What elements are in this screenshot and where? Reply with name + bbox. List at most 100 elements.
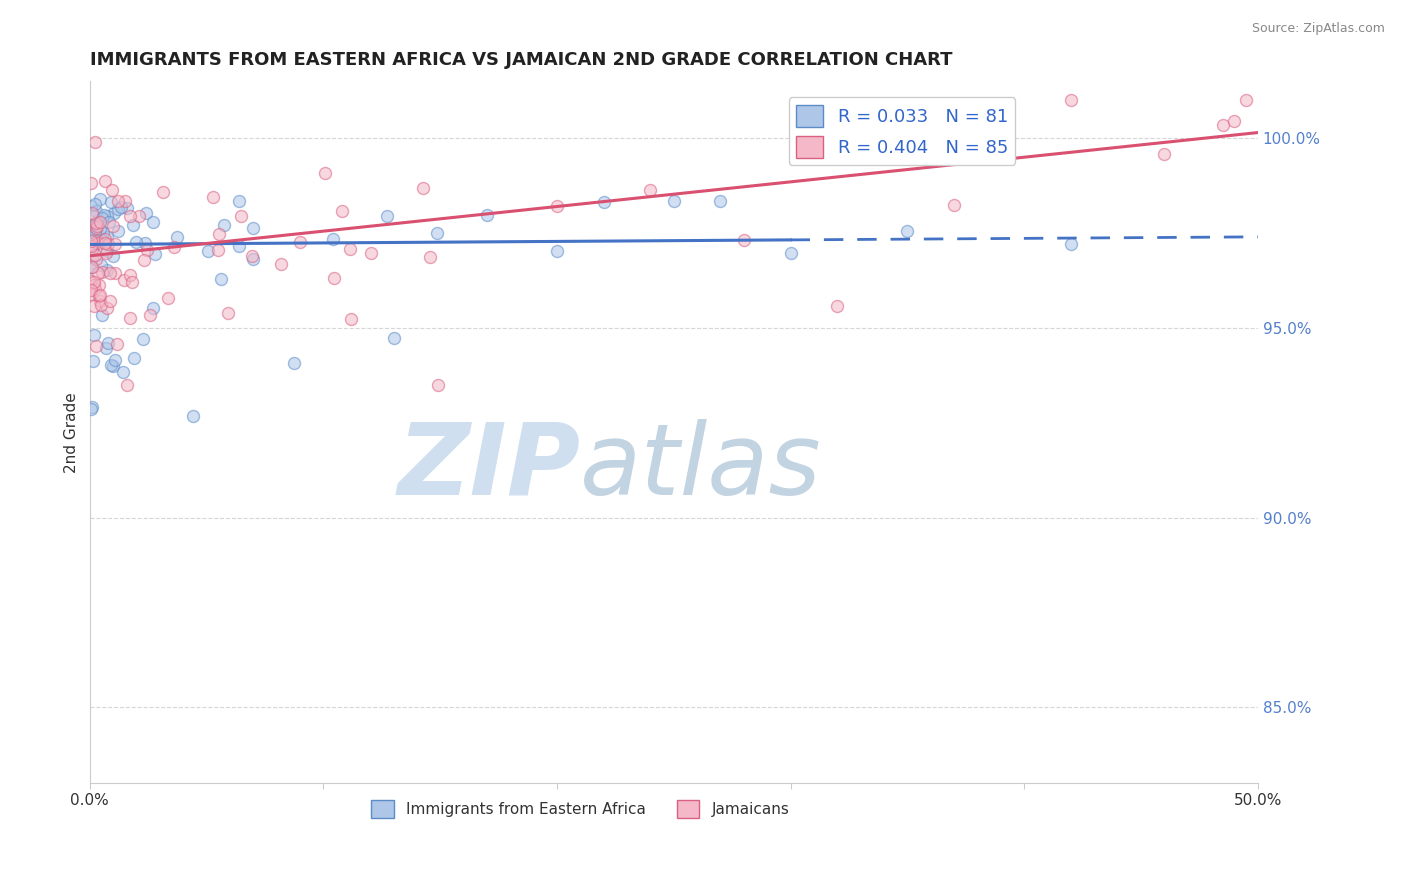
Point [83, 219, 105, 234]
Point [135, 206, 157, 220]
Point [82, 400, 104, 414]
Point [228, 194, 250, 208]
Point [283, 356, 305, 370]
Point [419, 251, 441, 265]
Point [80, 274, 103, 288]
Point [84, 227, 107, 241]
Point [208, 227, 231, 242]
Point [96, 209, 118, 223]
Point [84, 339, 107, 353]
Point [166, 230, 188, 244]
Point [427, 377, 450, 392]
Point [80, 260, 103, 274]
Point [1060, 93, 1083, 107]
Point [84, 235, 107, 249]
Point [733, 233, 755, 247]
Point [104, 236, 127, 251]
Point [242, 252, 264, 267]
Point [107, 202, 129, 217]
Point [779, 246, 801, 260]
Point [111, 365, 134, 379]
Point [330, 203, 353, 218]
Point [242, 221, 264, 235]
Point [100, 358, 122, 372]
Point [120, 210, 142, 224]
Point [82, 251, 104, 265]
Point [96, 341, 118, 355]
Point [89, 214, 111, 228]
Point [83, 327, 105, 342]
Point [84, 281, 107, 295]
Point [89, 287, 111, 301]
Legend: Immigrants from Eastern Africa, Jamaicans: Immigrants from Eastern Africa, Jamaican… [366, 794, 796, 824]
Point [134, 235, 156, 250]
Point [242, 249, 264, 263]
Point [107, 224, 129, 238]
Point [426, 226, 449, 240]
Point [80, 238, 103, 252]
Point [82, 354, 104, 368]
Point [82, 206, 104, 220]
Point [97, 336, 120, 351]
Point [110, 200, 132, 214]
Text: IMMIGRANTS FROM EASTERN AFRICA VS JAMAICAN 2ND GRADE CORRELATION CHART: IMMIGRANTS FROM EASTERN AFRICA VS JAMAIC… [90, 51, 952, 69]
Text: ZIP: ZIP [398, 418, 581, 516]
Point [80, 233, 103, 247]
Point [104, 267, 127, 281]
Point [896, 224, 918, 238]
Point [80, 234, 103, 248]
Text: atlas: atlas [581, 418, 823, 516]
Point [97, 237, 120, 252]
Point [181, 409, 204, 423]
Point [132, 332, 155, 346]
Point [197, 244, 219, 258]
Point [80, 287, 103, 301]
Point [207, 243, 229, 257]
Point [128, 209, 150, 223]
Text: Source: ZipAtlas.com: Source: ZipAtlas.com [1251, 22, 1385, 36]
Point [89, 192, 111, 206]
Point [87, 212, 110, 227]
Point [125, 235, 148, 249]
Point [142, 214, 165, 228]
Point [1212, 118, 1234, 132]
Point [94, 235, 117, 250]
Point [107, 194, 129, 208]
Y-axis label: 2nd Grade: 2nd Grade [65, 392, 79, 473]
Point [662, 194, 685, 208]
Point [84, 220, 107, 235]
Point [209, 272, 232, 286]
Point [115, 377, 138, 392]
Point [382, 331, 405, 345]
Point [87, 266, 110, 280]
Point [93, 232, 115, 246]
Point [80, 199, 103, 213]
Point [82, 231, 104, 245]
Point [101, 359, 124, 373]
Point [94, 246, 117, 260]
Point [87, 235, 110, 250]
Point [86, 220, 108, 235]
Point [86, 234, 108, 248]
Point [82, 240, 104, 254]
Point [270, 257, 292, 271]
Point [124, 351, 146, 365]
Point [87, 227, 110, 242]
Point [93, 174, 115, 188]
Point [120, 268, 142, 282]
Point [228, 239, 250, 253]
Point [640, 182, 662, 196]
Point [212, 219, 235, 233]
Point [142, 301, 165, 316]
Point [288, 235, 311, 250]
Point [83, 278, 105, 293]
Point [80, 260, 103, 275]
Point [80, 219, 103, 233]
Point [592, 194, 614, 209]
Point [152, 186, 174, 200]
Point [97, 215, 120, 229]
Point [217, 306, 239, 320]
Point [163, 240, 186, 254]
Point [231, 209, 253, 223]
Point [360, 245, 382, 260]
